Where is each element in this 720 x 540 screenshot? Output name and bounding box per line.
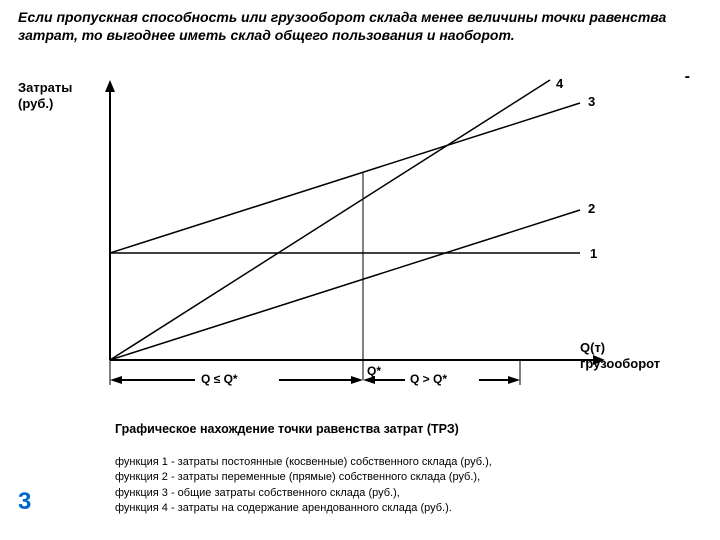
- header-paragraph: Если пропускная способность или грузообо…: [18, 8, 702, 44]
- legend: функция 1 - затраты постоянные (косвенны…: [115, 455, 492, 517]
- chart-caption: Графическое нахождение точки равенства з…: [115, 422, 459, 436]
- left-range-arrow-right-icon: [351, 376, 363, 384]
- line-1-label: 1: [590, 246, 597, 261]
- line-2: [110, 210, 580, 360]
- x-axis-label: Q(т) грузооборот: [580, 340, 660, 371]
- left-range-arrow-left-icon: [110, 376, 122, 384]
- line-2-label: 2: [588, 201, 595, 216]
- right-range-label: Q > Q*: [410, 372, 447, 386]
- legend-item-3: функция 3 - общие затраты собственного с…: [115, 486, 492, 501]
- chart: 1 2 3 4 Q ≤ Q* Q* Q > Q*: [80, 80, 640, 400]
- line-3-label: 3: [588, 94, 595, 109]
- qstar-label: Q*: [367, 364, 381, 378]
- left-range-label: Q ≤ Q*: [201, 372, 238, 386]
- legend-item-4: функция 4 - затраты на содержание арендо…: [115, 501, 492, 516]
- y-axis-label-line1: Затраты: [18, 80, 72, 95]
- x-axis-label-line1: Q(т): [580, 340, 605, 355]
- x-axis-label-line2: грузооборот: [580, 356, 660, 371]
- chart-svg: 1 2 3 4 Q ≤ Q* Q* Q > Q*: [80, 80, 640, 400]
- line-4-label: 4: [556, 76, 564, 91]
- line-3: [110, 103, 580, 253]
- line-4: [110, 80, 550, 360]
- y-axis-label-line2: (руб.): [18, 96, 53, 111]
- dash: -: [685, 68, 690, 86]
- y-axis-label: Затраты (руб.): [18, 80, 72, 111]
- y-axis-arrow-icon: [105, 80, 115, 92]
- right-range-arrow-right-icon: [508, 376, 520, 384]
- legend-item-1: функция 1 - затраты постоянные (косвенны…: [115, 455, 492, 470]
- page-number: 3: [18, 488, 31, 516]
- legend-item-2: функция 2 - затраты переменные (прямые) …: [115, 470, 492, 485]
